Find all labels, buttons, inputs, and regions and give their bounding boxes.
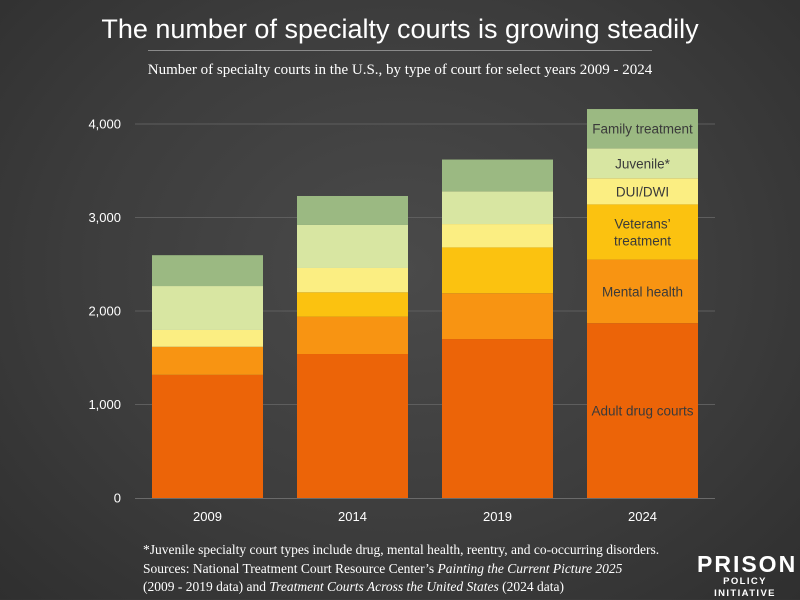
bar-segment-juvenile	[587, 148, 698, 179]
bar-segment-mental-health	[297, 316, 408, 355]
bar-segment-juvenile	[297, 224, 408, 268]
y-tick-label: 1,000	[88, 397, 121, 412]
note-line: *Juvenile specialty court types include …	[143, 541, 683, 560]
segment-label: Adult drug courts	[591, 404, 693, 419]
note-line: (2009 - 2019 data) and Treatment Courts …	[143, 578, 683, 597]
bar-segment-dui-dwi	[587, 178, 698, 205]
x-tick-label: 2014	[338, 509, 367, 524]
chart-title: The number of specialty courts is growin…	[101, 14, 699, 44]
logo-main-text: PRISON	[697, 551, 798, 577]
segment-label: DUI/DWI	[616, 184, 669, 199]
bar-segment-juvenile	[442, 191, 553, 225]
bar-segment-mental-health	[587, 259, 698, 324]
bar-segment-veterans-treatment	[297, 292, 408, 317]
note-text: Sources: National Treatment Court Resour…	[143, 560, 438, 576]
bar-segment-family-treatment	[587, 109, 698, 149]
bar-segment-adult-drug-courts	[297, 354, 408, 498]
segment-label: Family treatment	[592, 122, 693, 137]
note-text: Painting the Current Picture 2025	[437, 560, 623, 576]
note-text: (2009 - 2019 data) and	[143, 579, 270, 594]
bar-segment-mental-health	[442, 293, 553, 340]
bar-segment-family-treatment	[297, 195, 408, 225]
logo-sub-text: POLICY INITIATIVE	[714, 576, 776, 599]
title-divider	[148, 50, 652, 51]
y-tick-label: 3,000	[88, 210, 121, 225]
bar-segment-dui-dwi	[297, 267, 408, 293]
bar-segment-mental-health	[152, 346, 263, 375]
segment-label: treatment	[614, 233, 671, 248]
segment-label: Veterans’	[614, 216, 670, 231]
bar-segment-family-treatment	[442, 159, 553, 192]
bar-segment-dui-dwi	[152, 329, 263, 347]
bar-segment-adult-drug-courts	[442, 339, 553, 498]
segment-label: Juvenile*	[615, 156, 671, 171]
note-text: *Juvenile specialty court types include …	[143, 542, 660, 557]
note-text: (2024 data)	[498, 579, 564, 594]
x-tick-label: 2019	[483, 509, 512, 524]
y-tick-label: 2,000	[88, 304, 121, 319]
bar-segment-adult-drug-courts	[152, 374, 263, 498]
x-tick-label: 2024	[628, 509, 657, 524]
chart-subtitle: Number of specialty courts in the U.S., …	[147, 62, 653, 78]
x-tick-label: 2009	[193, 509, 222, 524]
prison-policy-initiative-logo: PRISON POLICY INITIATIVE	[697, 551, 798, 600]
bar-segment-juvenile	[152, 286, 263, 330]
bar-segment-veterans-treatment	[442, 247, 553, 294]
bar-segment-dui-dwi	[442, 224, 553, 248]
y-tick-label: 4,000	[88, 117, 121, 132]
note-text: Treatment Courts Across the United State…	[269, 579, 499, 594]
bar-segment-adult-drug-courts	[587, 323, 698, 498]
segment-label: Mental health	[602, 284, 683, 299]
note-line: Sources: National Treatment Court Resour…	[143, 560, 683, 579]
bar-segment-family-treatment	[152, 255, 263, 287]
chart-notes: *Juvenile specialty court types include …	[143, 541, 683, 597]
bar-segment-veterans-treatment	[587, 204, 698, 260]
y-tick-label: 0	[114, 491, 121, 506]
